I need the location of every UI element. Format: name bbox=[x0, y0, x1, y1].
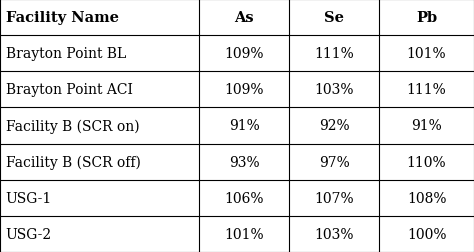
Text: 106%: 106% bbox=[224, 191, 264, 205]
Text: 93%: 93% bbox=[229, 155, 259, 169]
Text: Se: Se bbox=[324, 11, 344, 25]
Text: 108%: 108% bbox=[407, 191, 447, 205]
Text: 92%: 92% bbox=[319, 119, 349, 133]
Text: 101%: 101% bbox=[407, 47, 447, 61]
Text: Brayton Point ACI: Brayton Point ACI bbox=[6, 83, 133, 97]
Text: 97%: 97% bbox=[319, 155, 349, 169]
Text: Facility Name: Facility Name bbox=[6, 11, 118, 25]
Text: Pb: Pb bbox=[416, 11, 437, 25]
Text: 91%: 91% bbox=[411, 119, 442, 133]
Text: USG-2: USG-2 bbox=[6, 227, 52, 241]
Text: 111%: 111% bbox=[407, 83, 447, 97]
Text: 101%: 101% bbox=[224, 227, 264, 241]
Text: 107%: 107% bbox=[314, 191, 354, 205]
Text: 111%: 111% bbox=[314, 47, 354, 61]
Text: Brayton Point BL: Brayton Point BL bbox=[6, 47, 126, 61]
Text: Facility B (SCR off): Facility B (SCR off) bbox=[6, 155, 141, 169]
Text: As: As bbox=[234, 11, 254, 25]
Text: 103%: 103% bbox=[314, 227, 354, 241]
Text: 109%: 109% bbox=[224, 47, 264, 61]
Text: USG-1: USG-1 bbox=[6, 191, 52, 205]
Text: 109%: 109% bbox=[224, 83, 264, 97]
Text: 110%: 110% bbox=[407, 155, 447, 169]
Text: 103%: 103% bbox=[314, 83, 354, 97]
Text: Facility B (SCR on): Facility B (SCR on) bbox=[6, 119, 139, 133]
Text: 100%: 100% bbox=[407, 227, 447, 241]
Text: 91%: 91% bbox=[229, 119, 259, 133]
